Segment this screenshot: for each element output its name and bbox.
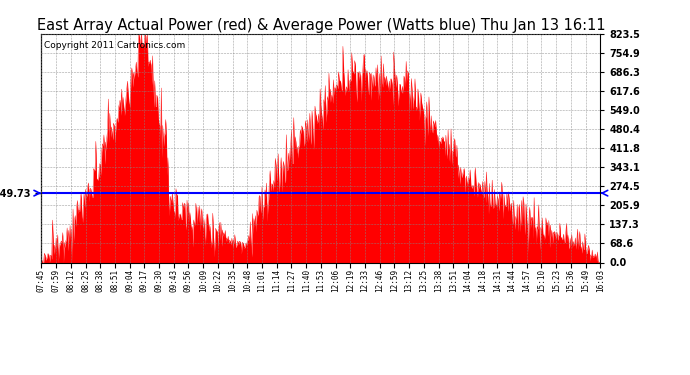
Title: East Array Actual Power (red) & Average Power (Watts blue) Thu Jan 13 16:11: East Array Actual Power (red) & Average … <box>37 18 605 33</box>
Text: Copyright 2011 Cartronics.com: Copyright 2011 Cartronics.com <box>44 40 186 50</box>
